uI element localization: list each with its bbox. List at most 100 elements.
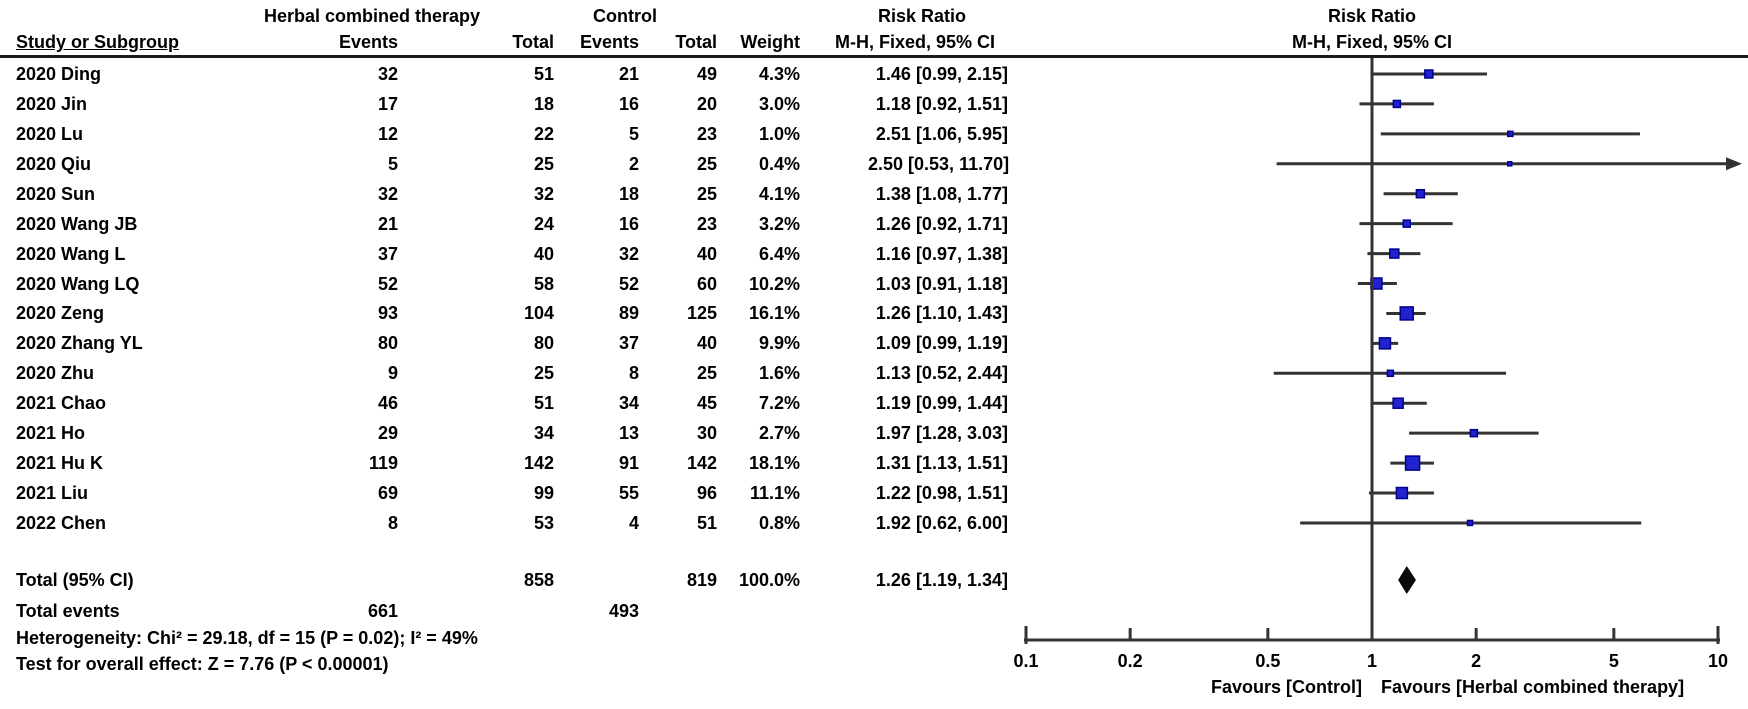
axis-tick-label: 0.5 — [1255, 651, 1281, 671]
ci-text-cell: 1.26 [1.10, 1.43] — [875, 303, 1008, 324]
total1-column-header: Total — [512, 32, 554, 52]
events2-cell: 8 — [628, 363, 639, 384]
weight-cell: 10.2% — [748, 273, 800, 294]
events2-cell: 5 — [628, 123, 639, 144]
weight-cell: 0.8% — [758, 512, 800, 533]
events2-cell: 4 — [628, 512, 639, 533]
ci-text-cell: 1.22 [0.98, 1.51] — [875, 483, 1008, 504]
total1-cell: 99 — [533, 483, 554, 504]
events2-cell: 52 — [618, 273, 639, 294]
favours-left-label: Favours [Control] — [1211, 677, 1362, 697]
total2-cell: 23 — [696, 123, 717, 144]
total2-cell: 51 — [696, 512, 717, 533]
effect-square — [1466, 519, 1474, 527]
total-weight-cell: 100.0% — [738, 570, 800, 590]
ci-text-cell: 1.18 [0.92, 1.51] — [875, 93, 1008, 114]
total-events1-cell: 661 — [367, 601, 398, 621]
total-events2-cell: 493 — [608, 601, 639, 621]
effect-square — [1402, 219, 1411, 228]
total1-cell: 25 — [533, 153, 554, 174]
study-label: 2020 Sun — [16, 183, 96, 204]
axis-tick-label: 0.1 — [1013, 651, 1039, 671]
events2-cell: 13 — [618, 423, 639, 444]
total2-cell: 25 — [696, 153, 717, 174]
events2-cell: 91 — [618, 453, 639, 474]
study-label: 2020 Wang LQ — [16, 273, 140, 294]
total2-sum-cell: 819 — [686, 570, 717, 590]
events1-cell: 32 — [377, 183, 398, 204]
total1-cell: 53 — [533, 512, 554, 533]
events2-cell: 16 — [618, 93, 639, 114]
effect-square — [1392, 397, 1404, 409]
study-label: 2020 Ding — [16, 64, 102, 84]
weight-column-header: Weight — [740, 32, 800, 52]
ci-text-cell: 1.09 [0.99, 1.19] — [875, 333, 1008, 354]
total-diamond — [1398, 566, 1416, 594]
ci-text-cell: 1.38 [1.08, 1.77] — [875, 183, 1008, 204]
study-label: 2021 Hu K — [16, 453, 104, 474]
study-label: 2020 Wang JB — [16, 213, 138, 234]
study-label: 2022 Chen — [16, 512, 107, 533]
weight-cell: 1.6% — [758, 363, 800, 384]
study-label: 2021 Ho — [16, 423, 86, 444]
total1-cell: 51 — [533, 64, 554, 84]
weight-cell: 1.0% — [758, 123, 800, 144]
events2-cell: 21 — [618, 64, 639, 84]
total1-cell: 32 — [533, 183, 554, 204]
overall-effect-text: Test for overall effect: Z = 7.76 (P < 0… — [16, 654, 389, 674]
axis-tick-label: 5 — [1608, 651, 1619, 671]
events1-cell: 37 — [377, 243, 398, 264]
study-label: 2021 Chao — [16, 393, 107, 414]
total1-cell: 51 — [533, 393, 554, 414]
ci-text-cell: 1.03 [0.91, 1.18] — [875, 273, 1008, 294]
ci-text-cell: 1.26 [0.92, 1.71] — [875, 213, 1008, 234]
total1-cell: 80 — [533, 333, 554, 354]
events2-cell: 34 — [618, 393, 639, 414]
study-label: 2020 Jin — [16, 93, 88, 114]
favours-right-label: Favours [Herbal combined therapy] — [1381, 677, 1685, 697]
events2-cell: 37 — [618, 333, 639, 354]
effect-square — [1404, 455, 1421, 471]
method-header-left: M-H, Fixed, 95% CI — [834, 32, 996, 52]
ci-text-cell: 2.50 [0.53, 11.70] — [868, 153, 1010, 174]
events2-cell: 89 — [618, 303, 639, 324]
weight-cell: 18.1% — [748, 453, 800, 474]
effect-square — [1386, 369, 1395, 378]
heterogeneity-text: Heterogeneity: Chi² = 29.18, df = 15 (P … — [16, 628, 478, 648]
group2-header: Control — [593, 6, 657, 26]
effect-square — [1392, 99, 1402, 109]
total2-column-header: Total — [675, 32, 717, 52]
events1-cell: 69 — [377, 483, 398, 504]
total2-cell: 25 — [696, 363, 717, 384]
weight-cell: 11.1% — [749, 483, 800, 504]
group1-header: Herbal combined therapy — [263, 6, 481, 26]
total1-cell: 40 — [533, 243, 554, 264]
effect-square — [1399, 306, 1414, 321]
events1-cell: 52 — [377, 273, 398, 294]
events1-cell: 32 — [377, 64, 398, 84]
effect-square — [1506, 161, 1513, 167]
ci-text-cell: 2.51 [1.06, 5.95] — [875, 123, 1008, 144]
study-label: 2020 Zhang YL — [16, 333, 143, 354]
total-label: Total (95% CI) — [16, 570, 134, 590]
study-label: 2021 Liu — [16, 483, 89, 504]
events1-cell: 17 — [377, 93, 398, 114]
effect-square — [1507, 130, 1514, 138]
total1-cell: 25 — [533, 363, 554, 384]
study-column-header: Study or Subgroup — [16, 32, 179, 52]
events2-cell: 16 — [618, 213, 639, 234]
total2-cell: 125 — [686, 303, 717, 324]
events1-cell: 5 — [387, 153, 398, 174]
weight-cell: 2.7% — [758, 423, 800, 444]
total1-cell: 34 — [533, 423, 554, 444]
weight-cell: 6.4% — [758, 243, 800, 264]
total2-cell: 20 — [696, 93, 717, 114]
axis-tick-label: 2 — [1471, 651, 1482, 671]
weight-cell: 0.4% — [758, 153, 800, 174]
events1-cell: 93 — [377, 303, 398, 324]
ci-text-cell: 1.46 [0.99, 2.15] — [875, 64, 1008, 84]
ci-arrow — [1726, 157, 1742, 171]
total2-cell: 40 — [696, 333, 717, 354]
study-label: 2020 Zhu — [16, 363, 95, 384]
